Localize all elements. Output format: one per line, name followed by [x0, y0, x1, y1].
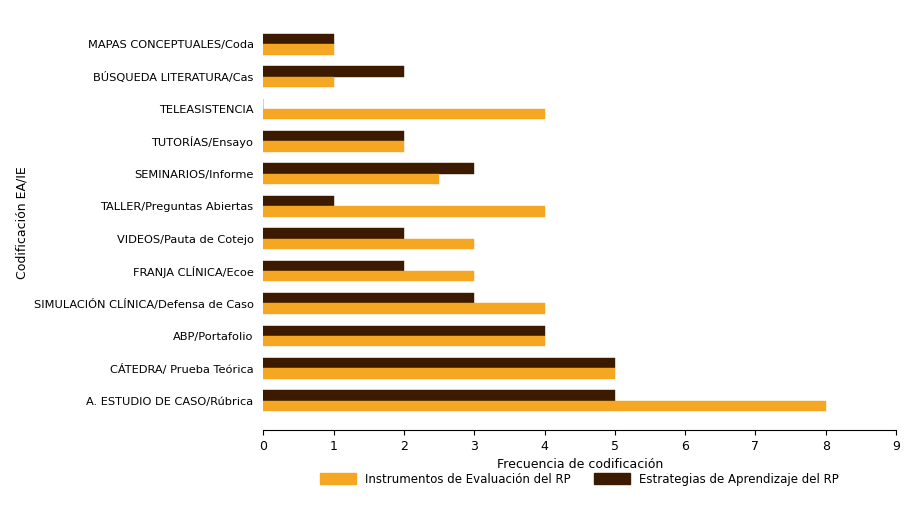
Bar — [264, 141, 404, 152]
Bar — [264, 164, 474, 174]
Bar — [264, 401, 825, 411]
Bar — [264, 358, 615, 369]
Bar — [264, 261, 404, 271]
Bar — [264, 174, 439, 184]
Bar — [264, 228, 404, 238]
Bar — [264, 44, 334, 55]
Bar — [264, 326, 544, 336]
Bar — [264, 131, 404, 141]
Bar — [264, 34, 334, 44]
Bar — [264, 336, 544, 346]
X-axis label: Frecuencia de codificación: Frecuencia de codificación — [497, 458, 662, 471]
Y-axis label: Codificación EA/IE: Codificación EA/IE — [15, 166, 28, 279]
Bar — [264, 390, 615, 401]
Bar — [264, 66, 404, 76]
Bar — [264, 238, 474, 249]
Bar — [264, 369, 615, 379]
Bar — [264, 293, 474, 304]
Bar — [264, 206, 544, 217]
Legend: Instrumentos de Evaluación del RP, Estrategias de Aprendizaje del RP: Instrumentos de Evaluación del RP, Estra… — [316, 468, 844, 491]
Bar — [264, 109, 544, 119]
Bar — [264, 196, 334, 206]
Bar — [264, 271, 474, 281]
Bar — [264, 76, 334, 87]
Bar — [264, 304, 544, 314]
